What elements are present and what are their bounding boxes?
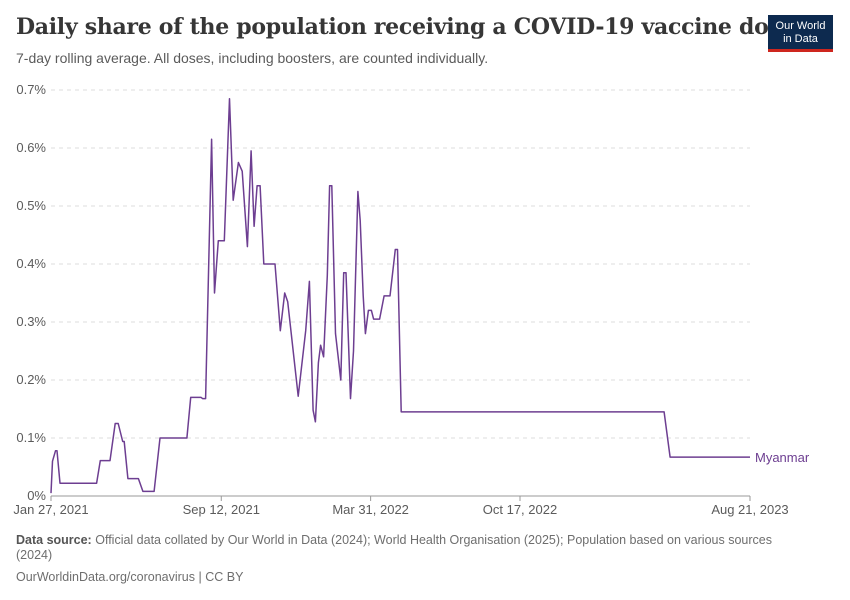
y-tick-label: 0.3%	[16, 314, 46, 329]
x-tick-label: Sep 12, 2021	[183, 502, 260, 517]
y-tick-label: 0.1%	[16, 430, 46, 445]
x-tick-label: Oct 17, 2022	[483, 502, 557, 517]
footer-link[interactable]: OurWorldinData.org/coronavirus | CC BY	[16, 570, 244, 584]
data-source-text[interactable]: Official data collated by Our World in D…	[16, 533, 772, 562]
data-source: Data source: Official data collated by O…	[16, 533, 796, 563]
x-tick-label: Jan 27, 2021	[13, 502, 88, 517]
data-source-label: Data source:	[16, 533, 92, 547]
series-label: Myanmar	[755, 450, 810, 465]
chart-subtitle: 7-day rolling average. All doses, includ…	[16, 50, 489, 66]
logo-line-2: in Data	[783, 33, 818, 45]
y-tick-label: 0.7%	[16, 82, 46, 97]
x-tick-label: Aug 21, 2023	[711, 502, 788, 517]
line-chart: 0% 0.1% 0.2% 0.3% 0.4% 0.5% 0.6% 0.7% Jan 27, 20…	[13, 82, 810, 517]
y-tick-label: 0%	[27, 488, 46, 503]
y-tick-label: 0.5%	[16, 198, 46, 213]
chart-title: Daily share of the population receiving …	[16, 14, 795, 40]
series-line-myanmar	[50, 97, 750, 494]
owid-logo[interactable]: Our World in Data	[768, 15, 833, 52]
y-tick-label: 0.6%	[16, 140, 46, 155]
y-tick-label: 0.4%	[16, 256, 46, 271]
logo-line-1: Our World	[775, 20, 826, 32]
x-tick-label: Mar 31, 2022	[332, 502, 409, 517]
y-tick-label: 0.2%	[16, 372, 46, 387]
